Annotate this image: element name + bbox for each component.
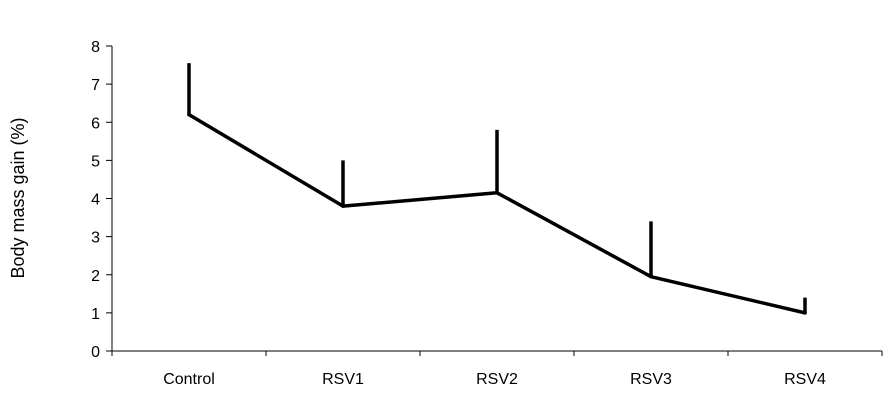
y-tick-label: 3 bbox=[91, 230, 100, 247]
y-axis-title: Body mass gain (%) bbox=[8, 117, 28, 278]
x-tick-label: Control bbox=[163, 371, 215, 388]
y-tick-label: 0 bbox=[91, 344, 100, 361]
x-tick-label: RSV2 bbox=[476, 371, 518, 388]
data-point bbox=[341, 204, 345, 208]
data-point bbox=[187, 112, 191, 117]
y-axis-ticks: 0 1 2 3 4 5 6 7 8 bbox=[91, 39, 112, 361]
x-tick-label: RSV4 bbox=[784, 371, 826, 388]
y-tick-label: 1 bbox=[91, 306, 100, 323]
data-point bbox=[495, 191, 499, 195]
x-axis-ticks: Control RSV1 RSV2 RSV3 RSV4 bbox=[111, 351, 883, 388]
y-tick-label: 5 bbox=[91, 153, 100, 170]
y-tick-label: 8 bbox=[91, 39, 100, 56]
y-tick-label: 4 bbox=[91, 192, 100, 209]
data-point bbox=[803, 311, 807, 315]
data-series bbox=[187, 112, 807, 315]
x-tick-label: RSV1 bbox=[322, 371, 364, 388]
y-tick-label: 7 bbox=[91, 77, 100, 94]
y-tick-label: 6 bbox=[91, 115, 100, 132]
y-tick-label: 2 bbox=[91, 268, 100, 285]
data-point bbox=[649, 274, 653, 279]
error-bars bbox=[187, 63, 807, 313]
x-tick-label: RSV3 bbox=[630, 371, 672, 388]
